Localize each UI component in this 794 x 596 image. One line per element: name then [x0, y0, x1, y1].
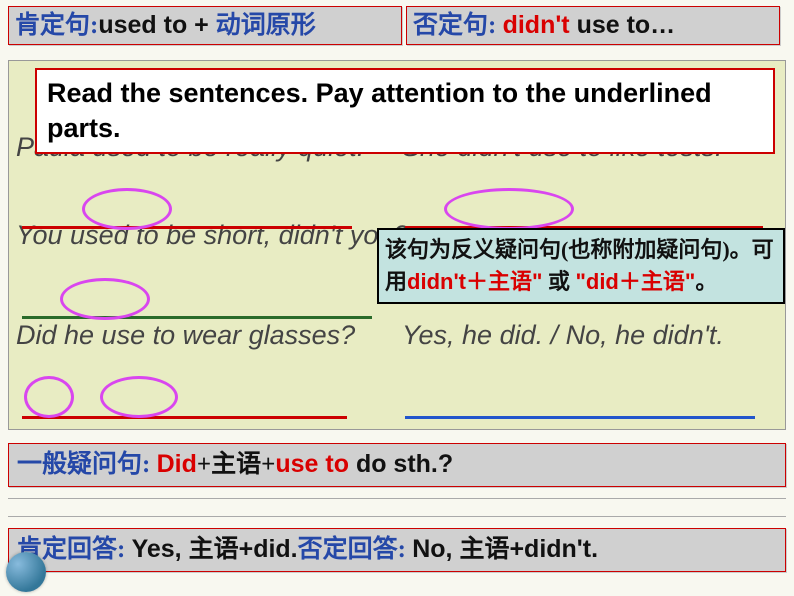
text2: use to…	[577, 11, 676, 39]
highlight-circle	[82, 188, 172, 230]
highlight-circle	[444, 188, 574, 230]
p3: 主语	[189, 536, 239, 563]
n5: 。	[695, 269, 717, 294]
p5: 否定回答:	[298, 536, 413, 563]
n3: 或	[548, 269, 570, 294]
divider	[8, 498, 786, 499]
label: 一般疑问句:	[17, 451, 157, 478]
sentence-3: You used to be short, didn't you?	[16, 220, 408, 251]
sentence-4: Did he use to wear glasses?	[16, 320, 355, 351]
p7: 主语	[459, 536, 509, 563]
highlight-circle	[100, 376, 178, 418]
sentence-5: Yes, he did. / No, he didn't.	[402, 320, 724, 351]
affirmative-box: 肯定句:used to + 动词原形	[8, 6, 402, 45]
highlight-circle	[60, 278, 150, 320]
label: 肯定句:	[15, 12, 98, 39]
divider-2	[8, 516, 786, 517]
text: used to +	[98, 11, 215, 39]
p4: use to	[275, 450, 356, 478]
underline	[22, 416, 347, 419]
n2: didn't＋主语"	[407, 269, 542, 294]
underline	[22, 226, 352, 229]
instruction-text: Read the sentences. Pay attention to the…	[47, 78, 712, 143]
p6: No,	[412, 535, 459, 563]
p2: Did	[157, 450, 197, 478]
p5: do sth.?	[356, 450, 453, 478]
p2: Yes,	[132, 535, 189, 563]
text2: 动词原形	[216, 12, 316, 39]
p4: +did.	[239, 535, 298, 563]
negative-box: 否定句: didn't use to…	[406, 6, 780, 45]
label: 否定句:	[413, 12, 503, 39]
answer-box: 肯定回答: Yes, 主语+did.否定回答: No, 主语+didn't.	[8, 528, 786, 572]
highlight-circle	[24, 376, 74, 418]
note-box: 该句为反义疑问句(也称附加疑问句)。可用didn't＋主语" 或 "did＋主语…	[377, 228, 785, 304]
p8: +didn't.	[509, 535, 598, 563]
underline	[22, 316, 372, 319]
n4: "did＋主语"	[575, 269, 695, 294]
instruction-box: Read the sentences. Pay attention to the…	[35, 68, 775, 154]
text: didn't	[503, 11, 577, 39]
question-box: 一般疑问句: Did+主语+use to do sth.?	[8, 443, 786, 487]
underline	[405, 416, 755, 419]
logo-icon	[6, 552, 46, 592]
p3: +主语+	[197, 451, 276, 478]
